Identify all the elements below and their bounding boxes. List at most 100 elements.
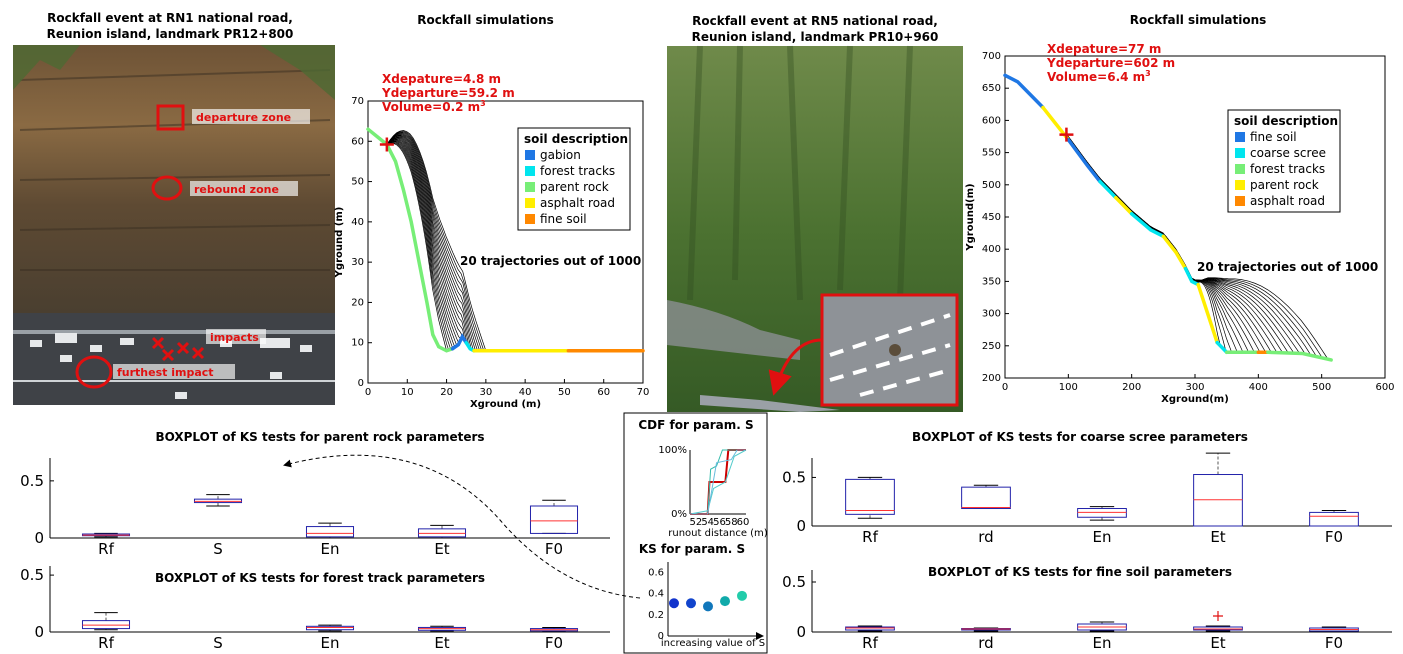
category-label: S	[213, 540, 223, 558]
legend-swatch	[1235, 164, 1245, 174]
ks-y-tick-label: 0.4	[648, 589, 664, 600]
legend-label: forest tracks	[540, 164, 615, 178]
legend-label: asphalt road	[1250, 194, 1325, 208]
x-tick-label: 0	[365, 387, 371, 398]
category-label: En	[321, 540, 340, 558]
ks-point	[720, 596, 730, 607]
y-tick-label: 200	[982, 373, 1001, 384]
legend-label: parent rock	[540, 180, 609, 194]
chart-title: Rockfall simulations	[417, 13, 554, 27]
trajectory-line	[386, 137, 466, 342]
trajectory-line	[386, 138, 462, 340]
category-label: F0	[545, 634, 563, 652]
legend-swatch	[525, 214, 535, 224]
ks-point	[703, 601, 713, 612]
boxplot-coarse-scree: BOXPLOT of KS tests for coarse scree par…	[782, 430, 1392, 546]
impact-cross-markers	[151, 336, 205, 362]
y-tick-label: 650	[982, 83, 1001, 94]
x-tick-label: 300	[1185, 382, 1204, 393]
rn5-title-line2: Reunion island, landmark PR10+960	[692, 30, 939, 44]
legend-swatch	[525, 182, 535, 192]
ground-profile-segment	[1215, 340, 1229, 354]
legend-swatch	[1235, 148, 1245, 158]
y-axis-label: Yground (m)	[334, 207, 345, 279]
y-tick-label: 450	[982, 212, 1001, 223]
departure-annotation: Volume=0.2 m3	[382, 99, 486, 114]
y-tick-label: 70	[351, 96, 364, 107]
departure-point-marker	[379, 137, 394, 152]
trajectory-line	[1066, 134, 1244, 353]
trajectory-line	[386, 130, 487, 351]
departure-annotation: Xdepature=4.8 m	[382, 72, 501, 86]
legend-swatch	[1235, 132, 1245, 142]
category-label: Rf	[98, 634, 114, 652]
departure-annotation: Ydeparture=59.2 m	[381, 86, 515, 100]
x-tick-label: 600	[1375, 382, 1394, 393]
x-tick-label: 10	[401, 387, 414, 398]
rn1-road-lane	[13, 380, 335, 382]
category-label: F0	[1325, 634, 1343, 652]
box-iqr	[305, 526, 355, 538]
y-tick-label: 0.5	[782, 573, 806, 591]
ks-to-boxplot-connector	[283, 454, 641, 599]
ground-profile-segment	[1003, 73, 1045, 110]
rn5-inset-arrow	[768, 338, 823, 396]
boxplot-fine-soil: BOXPLOT of KS tests for fine soil parame…	[782, 565, 1392, 652]
trajectory-line	[386, 141, 454, 349]
impacts-label-bg	[206, 329, 266, 344]
cdf-title: CDF for param. S	[638, 418, 753, 432]
box-iqr	[961, 486, 1011, 510]
legend-label: coarse scree	[1250, 146, 1326, 160]
category-label: Rf	[862, 634, 878, 652]
trajectory-line	[386, 133, 476, 351]
rn5-inset-rock	[889, 344, 901, 356]
rn5-simulation-chart: Rockfall simulations 0 100 200 300 400 500 600 2…	[965, 13, 1395, 405]
category-label: F0	[1325, 528, 1343, 546]
x-axis-label: Xground (m)	[470, 399, 541, 410]
panel-rn5-photo: Rockfall event at RN5 national road, Reu…	[667, 14, 963, 412]
plot-frame	[1004, 55, 1386, 379]
y-tick-label: 40	[351, 217, 364, 228]
y-tick-label: 50	[351, 177, 364, 188]
legend-swatch	[1235, 196, 1245, 206]
legend-label: fine soil	[540, 212, 587, 226]
ground-profile-segment	[1066, 137, 1102, 184]
category-label: En	[321, 634, 340, 652]
trajectory-line	[386, 130, 485, 351]
legend-title: soil description	[1234, 114, 1338, 128]
legend-swatch	[525, 166, 535, 176]
departure-annotation: Volume=6.4 m3	[1047, 69, 1151, 84]
trajectory-line	[386, 134, 474, 351]
legend-box	[1227, 109, 1341, 213]
y-tick-label: 0	[34, 529, 44, 547]
y-tick-label: 0	[796, 517, 806, 535]
cdf-x-axis-label: runout distance (m)	[668, 528, 768, 539]
rn5-rock-outcrop	[667, 300, 800, 360]
departure-annotation: Xdepature=77 m	[1047, 42, 1161, 56]
ks-point	[686, 598, 696, 609]
box-iqr	[529, 505, 579, 534]
y-axis-label: Yground(m)	[965, 183, 976, 251]
trajectory-line	[386, 131, 483, 351]
category-label: F0	[545, 540, 563, 558]
ks-y-tick-label: 0.6	[648, 568, 664, 579]
trajectory-line	[1066, 134, 1249, 353]
annotation-superscript: 3	[480, 99, 486, 108]
x-tick-label: 60	[597, 387, 610, 398]
ks-point	[737, 590, 747, 601]
ks-y-tick-label: 0	[658, 631, 664, 642]
y-tick-label: 350	[982, 276, 1001, 287]
y-tick-label: 500	[982, 180, 1001, 191]
cdf-series-line	[689, 449, 747, 515]
rn1-vegetation	[13, 45, 335, 100]
legend-swatch	[1235, 180, 1245, 190]
y-tick-label: 550	[982, 148, 1001, 159]
cdf-x-tick-label: 56	[713, 517, 726, 528]
legend-title: soil description	[524, 132, 628, 146]
y-tick-label: 0	[358, 378, 364, 389]
ground-profile-segment	[1183, 266, 1200, 287]
trajectory-line	[386, 143, 447, 351]
rebound-zone-label: rebound zone	[194, 183, 279, 196]
trajectory-line	[386, 142, 452, 350]
